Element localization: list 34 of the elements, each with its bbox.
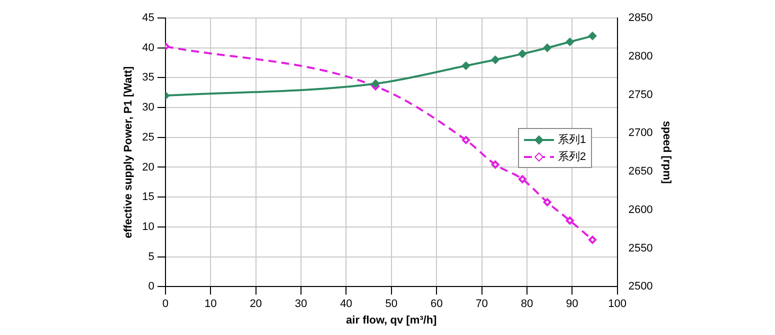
y-tick-label: 35: [142, 72, 154, 84]
y2-tick-label: 2650: [628, 166, 653, 178]
y2-tick-label: 2800: [628, 50, 653, 62]
y2-tick-label: 2700: [628, 127, 653, 140]
y-tick-label: 20: [142, 161, 154, 174]
y-tick-label: 30: [142, 102, 154, 114]
y2-axis-title: speed [rpm]: [660, 120, 672, 184]
y2-tick-label: 2550: [628, 242, 653, 254]
y2-tick-label: 2500: [628, 280, 653, 293]
y2-tick-label: 2600: [628, 204, 653, 216]
y-tick-label: 0: [148, 280, 154, 293]
x-axis-title: air flow, qv [m³/h]: [346, 314, 438, 326]
y-tick-label: 40: [142, 42, 154, 54]
x-tick-label: 50: [385, 298, 398, 310]
x-tick-label: 80: [520, 298, 534, 310]
x-tick-label: 40: [340, 298, 352, 310]
x-tick-label: 100: [608, 298, 627, 310]
y-tick-label: 45: [142, 12, 154, 24]
x-tick-label: 0: [162, 298, 168, 310]
x-tick-label: 60: [430, 298, 443, 310]
y-tick-label: 15: [142, 191, 154, 204]
y-axis-title: effective supply Power, P1 [Watt]: [122, 66, 135, 238]
x-tick-label: 70: [476, 298, 488, 310]
y2-tick-label: 2750: [628, 88, 653, 101]
x-tick-label: 30: [294, 298, 308, 310]
legend-label: 系列2: [558, 150, 586, 164]
legend-label: 系列1: [558, 132, 586, 147]
x-tick-label: 20: [250, 298, 262, 310]
y-tick-label: 25: [142, 131, 154, 144]
y2-tick-label: 2850: [628, 12, 653, 24]
x-tick-label: 90: [566, 298, 578, 310]
y-tick-label: 10: [142, 220, 154, 233]
x-tick-label: 10: [204, 298, 217, 310]
y-tick-label: 5: [148, 250, 154, 263]
